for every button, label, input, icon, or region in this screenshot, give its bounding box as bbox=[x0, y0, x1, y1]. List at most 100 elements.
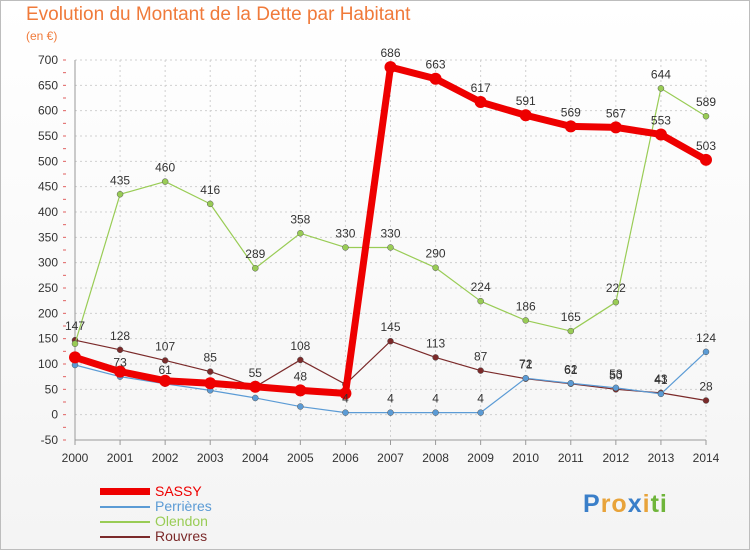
data-point bbox=[702, 112, 710, 120]
y-tick-label: 150 bbox=[38, 332, 58, 346]
y-tick-label: -50 bbox=[41, 433, 59, 447]
data-point bbox=[384, 61, 397, 74]
legend-label: Olendon bbox=[155, 513, 208, 529]
data-point bbox=[609, 121, 622, 134]
logo-letter: r bbox=[600, 490, 612, 518]
logo-letter: t bbox=[650, 490, 660, 518]
x-tick-label: 2013 bbox=[648, 451, 675, 465]
data-label: 663 bbox=[426, 58, 446, 72]
data-label: 41 bbox=[654, 373, 668, 387]
data-point bbox=[432, 409, 439, 416]
data-point bbox=[342, 244, 349, 251]
data-label: 28 bbox=[699, 379, 713, 393]
data-point bbox=[342, 409, 349, 416]
data-label: 330 bbox=[380, 226, 400, 240]
data-label: 644 bbox=[651, 67, 671, 81]
data-label: 435 bbox=[110, 173, 130, 187]
data-label: 53 bbox=[609, 367, 623, 381]
data-label: 61 bbox=[564, 363, 578, 377]
x-tick-label: 2005 bbox=[287, 451, 314, 465]
data-point bbox=[249, 380, 262, 393]
data-labels: 48 686 663 617 591 569 567 553 503 73 61 4 4 4 4 72 62 53… bbox=[65, 46, 716, 406]
data-point bbox=[297, 230, 304, 237]
y-tick-label: 250 bbox=[38, 281, 58, 295]
proxiti-logo: Proxiti bbox=[583, 490, 668, 519]
logo-letter: P bbox=[583, 490, 601, 518]
data-label: 503 bbox=[696, 139, 716, 153]
data-label: 617 bbox=[471, 81, 491, 95]
legend-swatch bbox=[100, 488, 150, 495]
x-tick-label: 2009 bbox=[467, 451, 494, 465]
y-tick-label: 700 bbox=[38, 53, 58, 67]
data-point bbox=[116, 346, 124, 354]
data-point bbox=[477, 409, 484, 416]
data-point bbox=[387, 244, 394, 251]
data-point bbox=[204, 377, 217, 390]
logo-letter: o bbox=[611, 490, 628, 518]
data-label: 43 bbox=[654, 372, 668, 386]
legend-label: SASSY bbox=[155, 483, 202, 499]
data-label: 87 bbox=[474, 350, 488, 364]
grid bbox=[74, 59, 707, 441]
data-point bbox=[206, 368, 214, 375]
data-label: 358 bbox=[290, 212, 310, 226]
data-point bbox=[69, 351, 81, 364]
data-point bbox=[519, 109, 532, 122]
data-label: 224 bbox=[471, 280, 491, 294]
legend-swatch bbox=[100, 536, 150, 538]
data-label: 686 bbox=[380, 46, 400, 60]
x-tick-label: 2010 bbox=[512, 451, 539, 465]
data-point bbox=[387, 337, 394, 345]
y-tick-label: 550 bbox=[38, 129, 58, 143]
y-tick-label: 600 bbox=[38, 104, 58, 118]
data-point bbox=[114, 365, 127, 378]
y-tick-label: 50 bbox=[45, 382, 59, 396]
logo-letter: i bbox=[642, 490, 651, 518]
y-tick-label: 350 bbox=[38, 230, 58, 244]
data-point bbox=[116, 191, 124, 198]
series-lines bbox=[69, 61, 712, 416]
legend-label: Perrières bbox=[155, 498, 212, 514]
data-point bbox=[429, 72, 442, 85]
data-label: 165 bbox=[561, 310, 581, 324]
data-point bbox=[522, 317, 529, 324]
data-point bbox=[522, 374, 529, 382]
data-point bbox=[297, 403, 304, 410]
data-point bbox=[612, 384, 620, 392]
data-point bbox=[657, 390, 665, 398]
data-label: 416 bbox=[200, 183, 220, 197]
data-point bbox=[612, 298, 620, 306]
data-point bbox=[432, 354, 439, 361]
data-label: 113 bbox=[426, 336, 445, 350]
data-point bbox=[700, 153, 712, 166]
x-tick-label: 2014 bbox=[693, 451, 720, 465]
data-label: 108 bbox=[290, 339, 310, 353]
data-label: 567 bbox=[606, 106, 626, 120]
x-tick-label: 2011 bbox=[558, 451, 584, 465]
x-tick-label: 2008 bbox=[422, 451, 449, 465]
chart-title: Evolution du Montant de la Dette par Hab… bbox=[26, 4, 411, 25]
y-tick-label: 200 bbox=[38, 306, 58, 320]
data-label: 222 bbox=[606, 281, 626, 295]
data-point bbox=[294, 384, 307, 397]
x-tick-label: 2004 bbox=[242, 451, 269, 465]
data-point bbox=[564, 120, 577, 133]
data-point bbox=[252, 394, 259, 402]
data-label: 128 bbox=[110, 329, 130, 343]
data-label: 48 bbox=[294, 369, 308, 383]
data-point bbox=[654, 128, 667, 141]
data-label: 145 bbox=[380, 320, 400, 334]
data-label: 50 bbox=[609, 368, 623, 382]
data-point bbox=[161, 357, 169, 364]
data-point bbox=[252, 264, 259, 272]
data-point bbox=[297, 356, 304, 364]
data-point bbox=[206, 200, 214, 208]
data-label: 186 bbox=[516, 299, 536, 313]
y-tick-label: 650 bbox=[38, 78, 58, 92]
data-point bbox=[159, 374, 172, 387]
data-label: 330 bbox=[335, 226, 355, 240]
data-label: 72 bbox=[519, 357, 533, 371]
data-label: 4 bbox=[342, 392, 349, 406]
